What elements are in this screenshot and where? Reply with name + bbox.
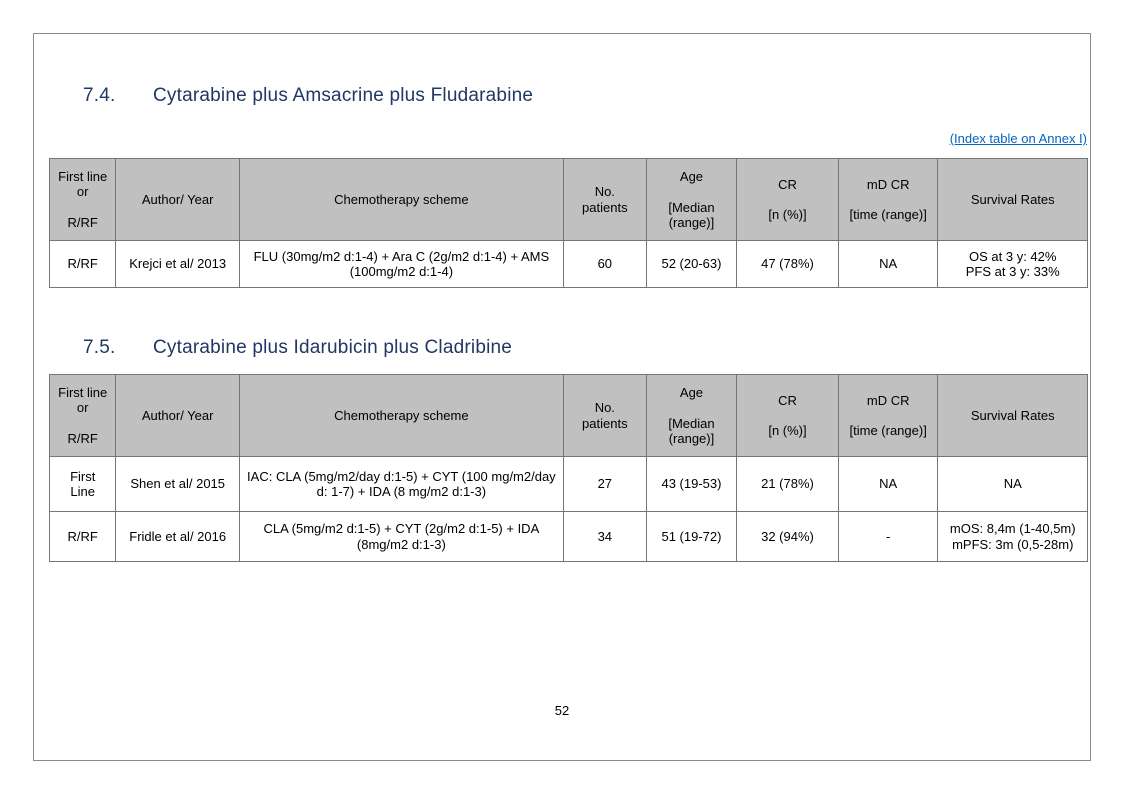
col-header-cr: CR [n (%)] xyxy=(736,158,839,241)
cell-survival: OS at 3 y: 42% PFS at 3 y: 33% xyxy=(937,240,1088,288)
cell-author-year: Krejci et al/ 2013 xyxy=(115,240,240,288)
table-row: R/RF Fridle et al/ 2016 CLA (5mg/m2 d:1-… xyxy=(48,511,1088,562)
document-page: 7.4. Cytarabine plus Amsacrine plus Fluda… xyxy=(33,33,1091,761)
col-header-survival-rates: Survival Rates xyxy=(937,158,1088,241)
col-header-md-cr: mD CR [time (range)] xyxy=(837,158,939,241)
cell-age: 43 (19-53) xyxy=(645,456,738,512)
cell-chemo-scheme: FLU (30mg/m2 d:1-4) + Ara C (2g/m2 d:1-4… xyxy=(238,240,564,288)
cell-author-year: Shen et al/ 2015 xyxy=(115,456,240,512)
section-title: Cytarabine plus Idarubicin plus Cladribi… xyxy=(153,337,513,358)
cell-cr: 47 (78%) xyxy=(736,240,839,288)
col-header-author-year: Author/ Year xyxy=(115,374,240,457)
cell-chemo-scheme: CLA (5mg/m2 d:1-5) + CYT (2g/m2 d:1-5) +… xyxy=(238,511,564,562)
cell-no-patients: 60 xyxy=(562,240,647,288)
cell-survival: mOS: 8,4m (1-40,5m) mPFS: 3m (0,5-28m) xyxy=(937,511,1088,562)
col-header-age: Age [Median (range)] xyxy=(645,158,738,241)
col-header-chemo-scheme: Chemotherapy scheme xyxy=(238,158,564,241)
section-heading-7-4: 7.4. Cytarabine plus Amsacrine plus Fluda… xyxy=(83,85,533,107)
cell-chemo-scheme: IAC: CLA (5mg/m2/day d:1-5) + CYT (100 m… xyxy=(238,456,564,512)
col-header-chemo-scheme: Chemotherapy scheme xyxy=(238,374,564,457)
col-header-age: Age [Median (range)] xyxy=(645,374,738,457)
col-header-first-line-or-rrf: First line or R/RF xyxy=(48,158,117,241)
cell-cr: 32 (94%) xyxy=(736,511,839,562)
cell-no-patients: 34 xyxy=(562,511,647,562)
cell-md-cr: NA xyxy=(837,456,939,512)
table-header-row: First line or R/RF Author/ Year Chemothe… xyxy=(48,158,1088,241)
col-header-cr: CR [n (%)] xyxy=(736,374,839,457)
cell-md-cr: - xyxy=(837,511,939,562)
table-7-5: First line or R/RF Author/ Year Chemothe… xyxy=(48,374,1088,562)
cell-cr: 21 (78%) xyxy=(736,456,839,512)
section-number: 7.5. xyxy=(83,337,116,358)
table-row: R/RF Krejci et al/ 2013 FLU (30mg/m2 d:1… xyxy=(48,240,1088,288)
cell-md-cr: NA xyxy=(837,240,939,288)
cell-line-type: First Line xyxy=(48,456,117,512)
cell-line-type: R/RF xyxy=(48,240,117,288)
cell-age: 51 (19-72) xyxy=(645,511,738,562)
cell-line-type: R/RF xyxy=(48,511,117,562)
section-heading-7-5: 7.5. Cytarabine plus Idarubicin plus Clad… xyxy=(83,337,512,359)
col-header-no-patients: No. patients xyxy=(562,374,647,457)
col-header-md-cr: mD CR [time (range)] xyxy=(837,374,939,457)
cell-author-year: Fridle et al/ 2016 xyxy=(115,511,240,562)
table-7-4: First line or R/RF Author/ Year Chemothe… xyxy=(48,158,1088,288)
col-header-first-line-or-rrf: First line or R/RF xyxy=(48,374,117,457)
annex-link-container: (Index table on Annex I) xyxy=(950,130,1087,148)
col-header-no-patients: No. patients xyxy=(562,158,647,241)
col-header-author-year: Author/ Year xyxy=(115,158,240,241)
table-row: First Line Shen et al/ 2015 IAC: CLA (5m… xyxy=(48,456,1088,512)
section-number: 7.4. xyxy=(83,85,116,106)
table-header-row: First line or R/RF Author/ Year Chemothe… xyxy=(48,374,1088,457)
annex-index-link[interactable]: (Index table on Annex I) xyxy=(949,131,1087,146)
cell-no-patients: 27 xyxy=(562,456,647,512)
cell-age: 52 (20-63) xyxy=(645,240,738,288)
section-title: Cytarabine plus Amsacrine plus Fludarabi… xyxy=(153,85,534,106)
cell-survival: NA xyxy=(937,456,1088,512)
col-header-survival-rates: Survival Rates xyxy=(937,374,1088,457)
page-number: 52 xyxy=(554,703,570,718)
